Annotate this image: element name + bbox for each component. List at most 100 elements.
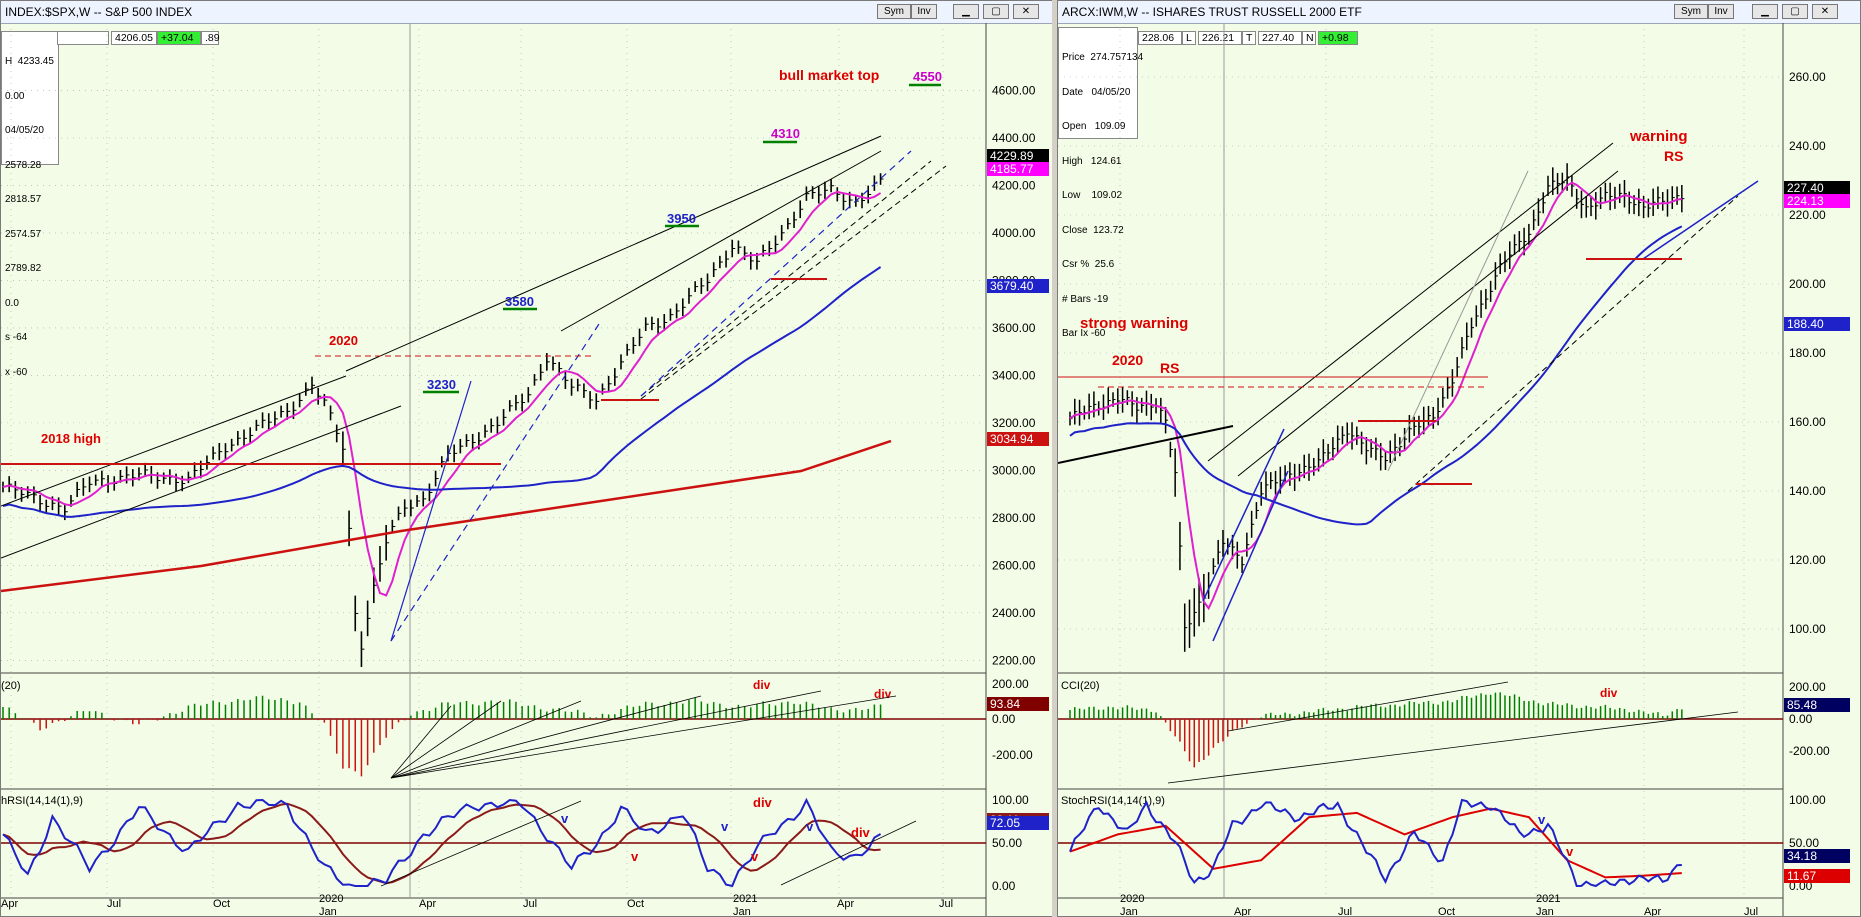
iwm-inv-button[interactable]: Inv (1708, 4, 1734, 19)
spx-price-tag-bg (987, 149, 1049, 163)
iwm-quote-a: 228.06 (1138, 31, 1182, 45)
iwm-price-tag-label: 227.40 (1787, 181, 1824, 195)
iwm-sym-button[interactable]: Sym (1674, 4, 1708, 19)
spx-annotation-4550: 4550 (913, 69, 942, 84)
spx-cci-fan-line (390, 690, 822, 779)
iwm-stoch-value1-bg (1784, 849, 1850, 863)
spx-ma-magenta (2, 190, 882, 597)
spx-trendline (345, 135, 882, 372)
spx-stoch-signal (2, 802, 881, 885)
iwm-price-tick-label: 180.00 (1789, 346, 1826, 360)
spx-ma-blue (2, 266, 882, 518)
iwm-quote-b: 226.21 (1198, 31, 1242, 45)
iwm-info-line: Low 109.02 (1062, 190, 1123, 201)
spx-annotation-3580: 3580 (505, 294, 534, 309)
spx-stoch-tick-label: 100.00 (992, 793, 1029, 807)
spx-cci-fan-line (390, 700, 502, 779)
iwm-quote-c-label: N (1302, 31, 1316, 45)
spx-info-line: 0.00 (5, 90, 25, 102)
iwm-price-tag-bg (1784, 194, 1850, 208)
spx-stoch-mark: v (721, 819, 729, 834)
iwm-trendline-blue (1212, 470, 1289, 642)
iwm-xaxis-label: Apr (1234, 906, 1251, 917)
iwm-price-tick-label: 260.00 (1789, 70, 1826, 84)
spx-stoch-mark: div (753, 795, 773, 810)
iwm-stoch-mark: v (1566, 844, 1574, 859)
iwm-cci-tick-label: -200.00 (1789, 744, 1830, 758)
spx-inv-button[interactable]: Inv (911, 4, 937, 19)
iwm-info-line: High 124.61 (1062, 155, 1122, 167)
iwm-cci-trendline (1167, 711, 1739, 784)
spx-xaxis-label: Apr (837, 898, 854, 910)
iwm-quote-b-label: T (1242, 31, 1256, 45)
iwm-price-tick-label: 220.00 (1789, 208, 1826, 222)
spx-stoch-mark: v (806, 819, 814, 834)
spx-trendline (640, 165, 947, 400)
iwm-price-tick-label: 160.00 (1789, 415, 1826, 429)
spx-stoch-mark: div (851, 825, 871, 840)
spx-stoch-mark: v (751, 849, 759, 864)
iwm-price-tick-label: 120.00 (1789, 553, 1826, 567)
spx-cci-value: 93.84 (990, 697, 1020, 711)
iwm-xaxis-label: Jul (1338, 906, 1352, 917)
iwm-annotation-strong-warning: strong warning (1080, 315, 1188, 332)
spx-price-tag-label: 4229.89 (990, 149, 1034, 163)
spx-stoch-trendline (780, 820, 917, 886)
spx-cci-value-bg (987, 697, 1049, 711)
spx-xaxis-label: Oct (213, 898, 230, 910)
spx-xaxis-label: Jul (107, 898, 121, 910)
iwm-maximize-button[interactable]: ▢ (1782, 4, 1808, 19)
spx-xaxis-label: Jan (319, 906, 337, 917)
spx-stoch-value2: 72.05 (990, 816, 1020, 830)
spx-stoch-mark: v (631, 849, 639, 864)
iwm-price-tick-label: 240.00 (1789, 139, 1826, 153)
spx-price-tick-label: 3600.00 (992, 321, 1036, 335)
iwm-trendline-grey (1387, 170, 1529, 472)
spx-stoch-tick-label: 0.00 (992, 879, 1016, 893)
spx-maximize-button[interactable]: ▢ (983, 4, 1009, 19)
iwm-cci-value-bg (1784, 698, 1850, 712)
iwm-chart-svg: 260.00 240.00 220.00 200.00 180.00 160.00 140.… (1058, 23, 1850, 917)
iwm-price-tick-label: 200.00 (1789, 277, 1826, 291)
spx-trendline-blue (390, 380, 472, 642)
spx-info-line: 2818.57 (5, 194, 42, 205)
iwm-close-button[interactable]: ✕ (1812, 4, 1838, 19)
spx-price-tag-label: 3679.40 (990, 279, 1034, 293)
spx-cci-label: (20) (1, 680, 21, 692)
iwm-xaxis-label: Jan (1120, 906, 1138, 917)
spx-close-button[interactable]: ✕ (1013, 4, 1039, 19)
spx-xaxis-label: Apr (1, 898, 18, 910)
iwm-info-line: Close 123.72 (1062, 224, 1124, 236)
spx-xaxis-label: Jan (733, 906, 751, 917)
iwm-cci-trendline (1227, 681, 1509, 732)
iwm-xaxis-label: Jul (1744, 906, 1758, 917)
spx-info-line: 2578.28 (5, 159, 42, 171)
iwm-trendline (1207, 142, 1614, 462)
iwm-info-line: # Bars -19 (1062, 293, 1109, 305)
iwm-minimize-button[interactable]: ▁ (1752, 4, 1778, 19)
spx-cci-div-1: div (753, 678, 771, 692)
spx-minimize-button[interactable]: ▁ (953, 4, 979, 19)
spx-sym-button[interactable]: Sym (877, 4, 911, 19)
spx-info-line: 2574.57 (5, 228, 42, 240)
iwm-price-tag-label: 224.13 (1787, 194, 1824, 208)
iwm-info-line: Date 04/05/20 (1062, 86, 1131, 98)
spx-ma-red (1, 439, 892, 593)
spx-annotation-3230: 3230 (427, 377, 456, 392)
spx-trendline-blue (390, 320, 602, 642)
iwm-ma-magenta (1069, 181, 1682, 611)
spx-price-tick-label: 3200.00 (992, 416, 1036, 430)
spx-quote-tail: .89 (201, 31, 220, 45)
iwm-price-tag-label: 188.40 (1787, 317, 1824, 331)
spx-price-tag-bg (987, 162, 1049, 176)
iwm-chart-window: ARCX:IWM,W -- ISHARES TRUST RUSSELL 2000… (1057, 0, 1861, 917)
iwm-stoch-value1: 34.18 (1787, 849, 1817, 863)
iwm-trendline-blue (1202, 428, 1285, 602)
window-divider (1052, 0, 1058, 917)
spx-stoch-trendline (380, 800, 582, 887)
spx-cci-fan-line (390, 700, 582, 779)
iwm-stoch-tick-label: 100.00 (1789, 793, 1826, 807)
iwm-quote-c: 227.40 (1258, 31, 1302, 45)
spx-cci-tick-label: 0.00 (992, 712, 1016, 726)
spx-info-line: x -60 (5, 366, 28, 378)
